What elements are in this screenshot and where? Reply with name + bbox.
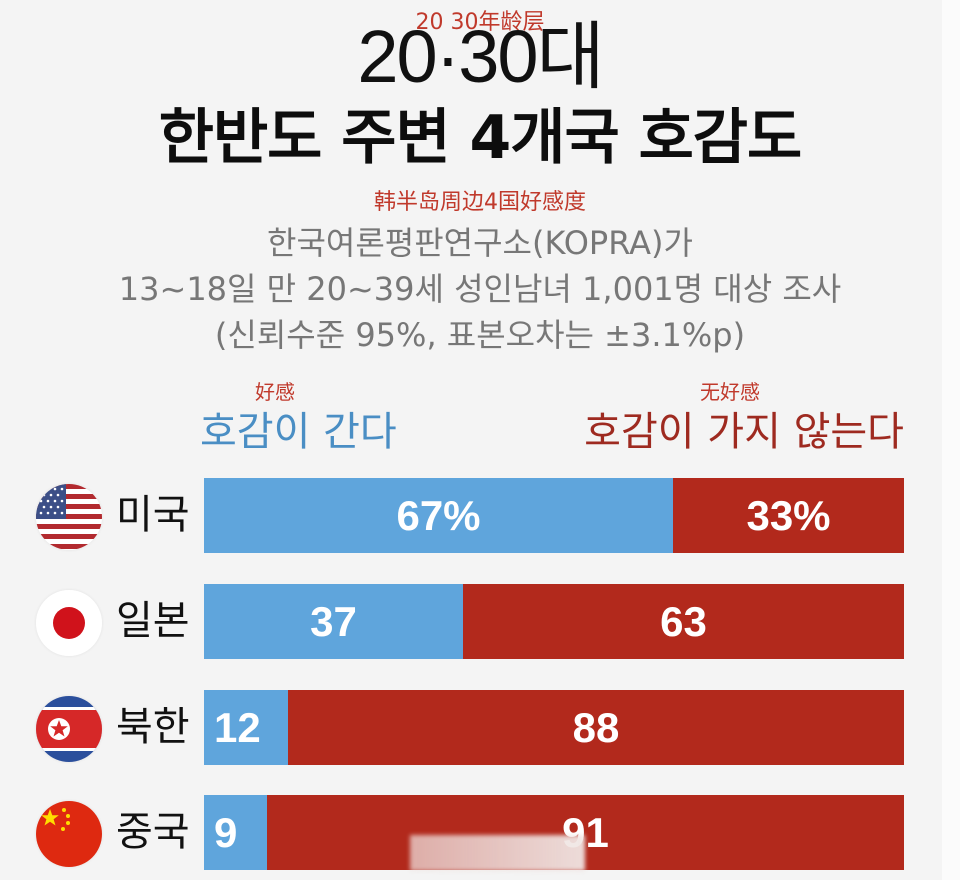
stacked-bar: 9 91: [204, 795, 904, 870]
survey-line: 13~18일 만 20~39세 성인남녀 1,001명 대상 조사: [118, 270, 842, 308]
legend-positive: 호감이 간다: [200, 409, 397, 455]
stacked-bar: 12 88: [204, 690, 904, 765]
stacked-bar: 67% 33%: [204, 478, 904, 553]
bar-positive: 9: [204, 795, 267, 870]
age-group-cn-note: 20 30年龄层: [415, 10, 545, 35]
bar-negative: 63: [463, 584, 904, 659]
stacked-bar: 37 63: [204, 584, 904, 659]
bar-negative: 33%: [673, 478, 904, 553]
bar-positive: 37: [204, 584, 463, 659]
legend-negative-cn: 无好感: [700, 380, 760, 404]
chart-row-north-korea: 북한 12 88: [0, 690, 960, 765]
survey-line: (신뢰수준 95%, 표본오차는 ±3.1%p): [214, 316, 746, 354]
country-label: 북한: [116, 704, 190, 750]
chart-row-china: 중국 9 91: [0, 795, 960, 870]
chart-row-usa: 미국 67% 33%: [0, 478, 960, 553]
legend-negative: 호감이 가지 않는다: [584, 409, 904, 455]
legend-positive-cn: 好感: [255, 380, 295, 404]
country-label: 중국: [116, 809, 190, 855]
page-title: 한반도 주변 4개국 호감도: [158, 103, 802, 173]
survey-line: 한국여론평판연구소(KOPRA)가: [267, 224, 693, 262]
china-flag-icon: [36, 801, 102, 867]
page-edge: [942, 0, 960, 880]
bar-positive: 67%: [204, 478, 673, 553]
age-group-heading: 20·30대: [357, 15, 604, 98]
japan-flag-icon: [36, 590, 102, 656]
bar-positive: 12: [204, 690, 288, 765]
watermark-overlay: [410, 835, 585, 871]
bar-negative: 91: [267, 795, 904, 870]
usa-flag-icon: [36, 484, 102, 550]
bar-negative: 88: [288, 690, 904, 765]
title-cn-note: 韩半岛周边4国好感度: [374, 190, 586, 215]
north-korea-flag-icon: [36, 696, 102, 762]
chart-row-japan: 일본 37 63: [0, 584, 960, 659]
country-label: 미국: [116, 492, 190, 538]
survey-description: 한국여론평판연구소(KOPRA)가 13~18일 만 20~39세 성인남녀 1…: [0, 220, 960, 358]
country-label: 일본: [116, 598, 190, 644]
